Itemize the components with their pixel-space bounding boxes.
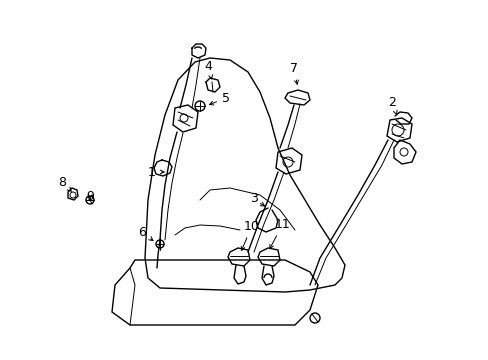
Text: 2: 2 <box>387 95 396 114</box>
Text: 1: 1 <box>148 166 164 179</box>
Text: 8: 8 <box>58 175 71 191</box>
Text: 3: 3 <box>249 192 257 204</box>
Text: 9: 9 <box>86 189 94 202</box>
Text: 11: 11 <box>269 217 290 249</box>
Text: 6: 6 <box>138 225 153 240</box>
Text: 10: 10 <box>241 220 259 251</box>
Text: 5: 5 <box>209 91 229 105</box>
Text: 7: 7 <box>289 62 298 84</box>
Text: 4: 4 <box>203 59 212 79</box>
